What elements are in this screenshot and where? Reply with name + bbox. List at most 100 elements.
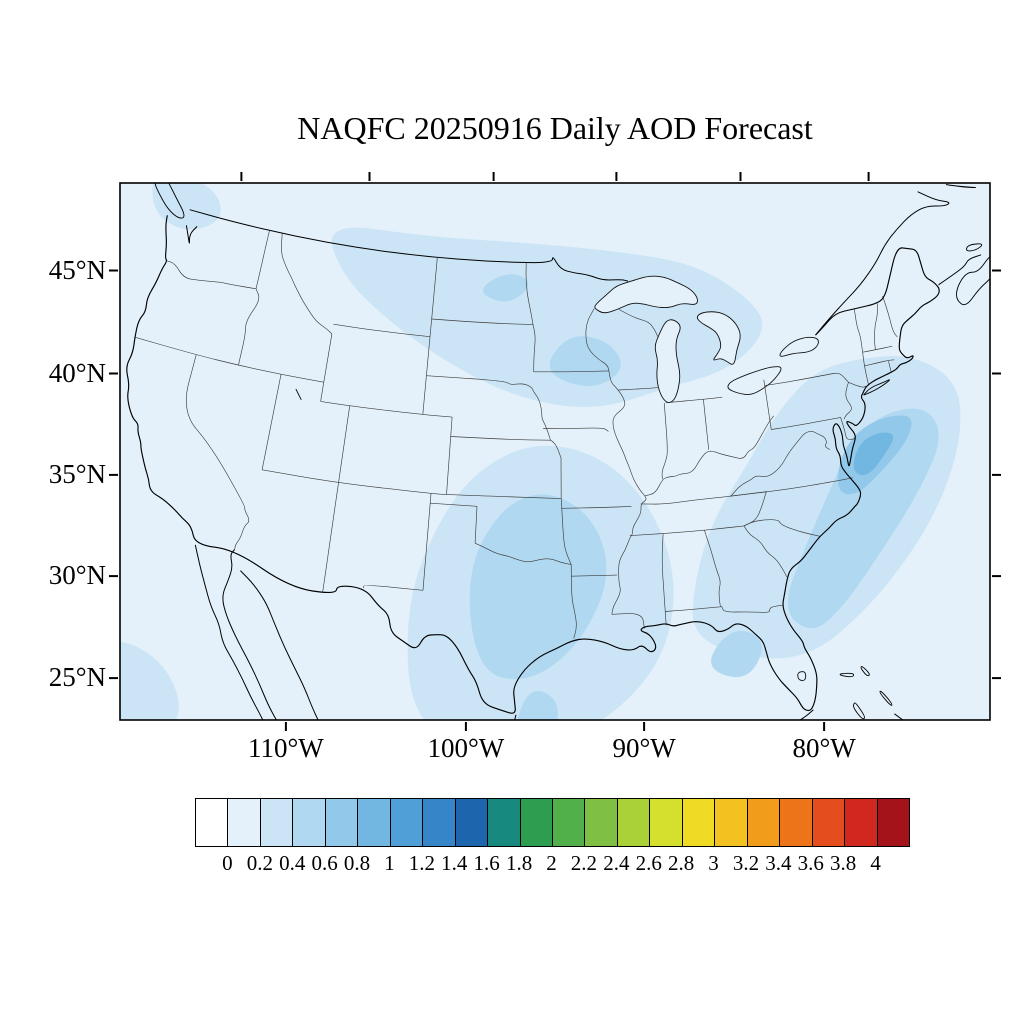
colorbar-cell xyxy=(228,799,261,846)
colorbar-tick-label: 2.4 xyxy=(603,851,630,875)
state-boundary xyxy=(238,288,260,366)
state-boundary xyxy=(320,382,325,402)
state-boundary xyxy=(888,361,892,373)
island-outline xyxy=(910,723,919,732)
state-boundary xyxy=(474,506,478,544)
border-line xyxy=(185,225,198,244)
state-boundary xyxy=(570,564,577,639)
colorbar-cell xyxy=(715,799,748,846)
colorbar-tick-label: 0.8 xyxy=(343,851,371,875)
colorbar-tick-label: 1.6 xyxy=(473,851,500,875)
colorbar-tick-label: 3 xyxy=(708,851,719,875)
state-boundary xyxy=(550,439,562,458)
state-boundary xyxy=(450,436,551,441)
colorbar-tick-label: 0 xyxy=(222,851,233,875)
lake-outline xyxy=(295,388,302,400)
lake-outline xyxy=(797,671,807,681)
colorbar-cell xyxy=(845,799,878,846)
state-boundary xyxy=(721,604,783,613)
island-outline xyxy=(945,184,976,189)
border-line xyxy=(815,191,950,336)
map-canvas xyxy=(109,172,1001,732)
state-boundary xyxy=(165,260,257,290)
colorbar-cell xyxy=(293,799,326,846)
lake-outline xyxy=(779,336,819,357)
colorbar-cell xyxy=(780,799,813,846)
colorbar-tick-label: 1 xyxy=(384,851,395,875)
state-boundary xyxy=(743,491,767,527)
lake-outline xyxy=(654,319,681,403)
aod-contour-level-5 xyxy=(853,432,894,476)
colorbar-cell xyxy=(455,799,489,846)
colorbar-tick-label: 2.6 xyxy=(635,851,662,875)
state-boundary xyxy=(853,308,869,388)
lake-outline xyxy=(727,366,782,395)
island-outline xyxy=(860,666,870,677)
state-boundary xyxy=(661,402,668,480)
colorbar-tick-label: 3.2 xyxy=(732,851,760,875)
state-boundary xyxy=(422,493,432,591)
colorbar-cell xyxy=(520,799,553,846)
state-boundary xyxy=(704,530,722,608)
state-boundary xyxy=(585,308,647,615)
state-boundary xyxy=(629,525,744,536)
island-outline xyxy=(853,702,865,720)
state-boundary xyxy=(840,417,856,440)
lat-tick-label: 45°N xyxy=(48,254,106,285)
colorbar-tick-label: 0.4 xyxy=(279,851,306,875)
state-boundary xyxy=(422,257,438,415)
state-boundary xyxy=(323,333,333,383)
island-outline xyxy=(839,672,855,678)
lat-tick-label: 40°N xyxy=(48,357,106,388)
aod-contour-level-3 xyxy=(517,691,558,720)
colorbar-cell xyxy=(585,799,618,846)
aod-contour-level-3 xyxy=(549,336,621,387)
aod-contour-level-2 xyxy=(120,642,179,720)
state-boundary xyxy=(730,477,853,497)
state-boundary xyxy=(134,336,324,383)
state-boundary xyxy=(743,519,821,537)
island-outline xyxy=(956,256,990,306)
lon-tick-label: 100°W xyxy=(427,733,505,763)
colorbar-cell xyxy=(650,799,683,846)
colorbar-cell xyxy=(196,799,229,846)
state-boundary xyxy=(430,502,478,507)
lake-outline xyxy=(594,275,698,314)
colorbar xyxy=(195,798,910,847)
state-boundary xyxy=(862,345,893,353)
lake-outline xyxy=(696,311,741,365)
lon-tick-label: 110°W xyxy=(248,733,324,763)
state-boundary xyxy=(874,303,878,350)
aod-contour-level-2 xyxy=(152,183,221,230)
border-line xyxy=(894,713,904,720)
colorbar-cell xyxy=(390,799,424,846)
colorbar-tick-label: 1.8 xyxy=(505,851,533,875)
state-boundary xyxy=(446,417,453,495)
aod-contour-level-3 xyxy=(711,630,762,678)
state-boundary xyxy=(561,506,632,509)
colorbar-cell xyxy=(747,799,781,846)
state-boundary xyxy=(665,606,722,612)
lat-tick-label: 30°N xyxy=(48,560,106,591)
state-boundary xyxy=(611,613,645,629)
colorbar-cell xyxy=(358,799,391,846)
colorbar-cell xyxy=(325,799,359,846)
state-boundary xyxy=(730,431,831,497)
colorbar-tick-label: 3.8 xyxy=(830,851,857,875)
state-boundary xyxy=(426,375,534,392)
state-boundary xyxy=(322,405,351,593)
state-boundary xyxy=(474,542,572,565)
state-boundary xyxy=(532,324,536,372)
state-boundary xyxy=(571,574,618,577)
colorbar-cell xyxy=(260,799,294,846)
colorbar-cell xyxy=(488,799,521,846)
state-boundary xyxy=(261,374,282,470)
state-boundary xyxy=(618,387,659,391)
state-boundary xyxy=(644,415,774,497)
border-line xyxy=(938,254,982,286)
colorbar-tick-label: 2.2 xyxy=(570,851,598,875)
state-boundary xyxy=(848,381,864,388)
colorbar-tick-label: 3.6 xyxy=(797,851,824,875)
colorbar-tick-label: 4 xyxy=(870,851,881,875)
colorbar-tick-label: 2 xyxy=(546,851,557,875)
